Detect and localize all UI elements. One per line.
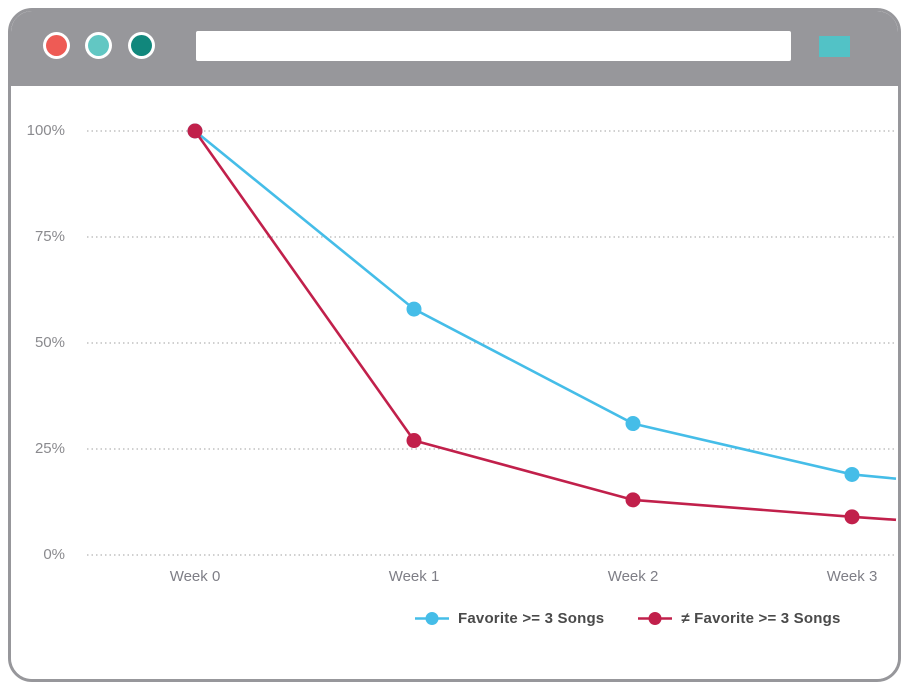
- chart-area: 100% 75% 50% 25% 0% Week 0 Week 1 Week 2 Week 3…: [11, 86, 898, 679]
- y-axis-tick-label: 100%: [26, 122, 65, 139]
- y-axis-tick-label: 50%: [34, 334, 65, 351]
- series-line-0: [194, 129, 897, 480]
- window-close-button[interactable]: [43, 32, 70, 59]
- browser-window: 100% 75% 50% 25% 0% Week 0 Week 1 Week 2 Week 3…: [8, 8, 901, 682]
- address-bar[interactable]: [196, 31, 791, 61]
- data-point: [844, 509, 860, 525]
- legend-item[interactable]: ≠ Favorite >= 3 Songs: [638, 610, 840, 627]
- browser-action-button[interactable]: [819, 36, 850, 57]
- data-point: [187, 123, 203, 139]
- legend-label: Favorite >= 3 Songs: [458, 610, 605, 627]
- legend-marker-icon: [415, 612, 449, 625]
- x-axis-tick-label: Week 2: [607, 568, 659, 585]
- y-axis-tick-label: 25%: [34, 440, 65, 457]
- y-axis-tick-label: 0%: [43, 546, 65, 563]
- legend-marker-icon: [638, 612, 673, 625]
- legend-item[interactable]: Favorite >= 3 Songs: [415, 610, 604, 627]
- x-axis-tick-label: Week 0: [169, 568, 221, 585]
- data-point: [844, 466, 860, 482]
- minimize-button-dot: [88, 35, 109, 56]
- data-point: [625, 416, 641, 432]
- line-chart: [87, 123, 897, 556]
- close-button-dot: [46, 35, 67, 56]
- browser-titlebar: [11, 11, 898, 86]
- window-minimize-button[interactable]: [85, 32, 112, 59]
- chart-legend: Favorite >= 3 Songs ≠ Favorite >= 3 Songs: [415, 610, 841, 627]
- data-point: [406, 433, 422, 449]
- y-axis-tick-label: 75%: [34, 228, 65, 245]
- x-axis-tick-label: Week 1: [388, 568, 440, 585]
- window-zoom-button[interactable]: [128, 32, 155, 59]
- data-point: [625, 492, 641, 508]
- legend-label: ≠ Favorite >= 3 Songs: [681, 610, 841, 627]
- x-axis-tick-label: Week 3: [826, 568, 878, 585]
- zoom-button-dot: [131, 35, 152, 56]
- data-point: [406, 301, 422, 317]
